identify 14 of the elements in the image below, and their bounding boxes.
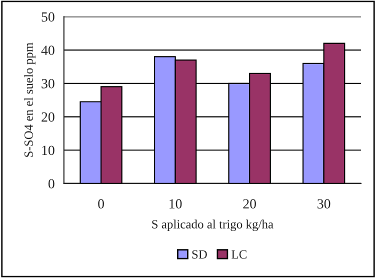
y-tick-label: 20 [42, 112, 54, 122]
y-tick-label: 10 [42, 146, 54, 156]
x-axis-title: S aplicado al trigo kg/ha [152, 220, 274, 232]
y-tick-label: 40 [41, 46, 54, 55]
y-tick-label: 30 [42, 78, 54, 88]
y-axis-title: S-SO4 en el suelo ppm [24, 42, 36, 157]
y-tick-label: 0 [48, 179, 54, 188]
x-tick-label: 10 [170, 199, 182, 209]
x-tick-label: 30 [318, 199, 330, 209]
x-tick-label: 0 [98, 199, 104, 209]
legend-label: SD [192, 250, 207, 259]
x-tick-label: 20 [243, 199, 256, 209]
y-tick-label: 50 [42, 12, 54, 22]
legend-label: LC [232, 250, 246, 259]
